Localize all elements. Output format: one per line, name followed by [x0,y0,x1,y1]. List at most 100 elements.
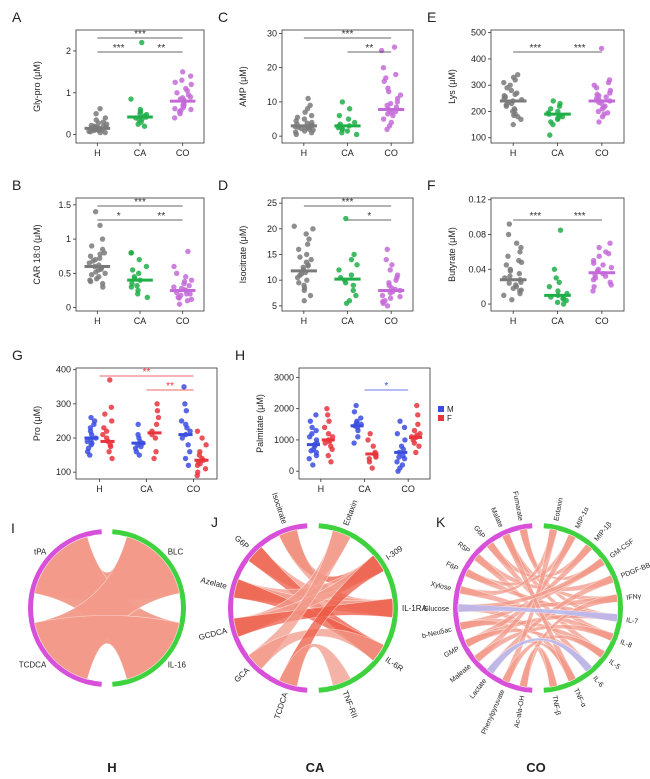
data-point [346,298,353,304]
data-point [388,119,395,126]
data-point [107,443,114,450]
data-point [95,120,102,126]
data-point [296,280,302,286]
data-point [603,94,609,100]
data-point [183,407,190,414]
data-point [298,271,305,277]
data-point [143,263,150,270]
data-point [185,462,192,469]
panel-g: G 100 200 300 400 Pro (μM) H CA CO ** ** [12,347,218,494]
data-point [351,409,358,415]
chord-label: TNF-α [572,687,587,708]
data-point [509,297,515,303]
data-point [154,401,160,407]
y-tick-label: 1 [66,88,71,98]
data-point [354,262,360,268]
chord-title-h: H [107,760,117,775]
data-point [379,292,386,299]
data-point [358,415,364,421]
chord-ribbon [473,624,615,663]
chord-label: IL-5 [607,658,621,671]
data-point [510,74,517,81]
legend-swatch [438,415,444,421]
data-point [135,421,141,428]
data-point [608,282,614,288]
data-point [346,106,353,112]
chord-label: Maleate [449,663,473,684]
data-point [351,251,357,258]
data-point [590,288,596,294]
data-point [306,455,312,462]
data-point [370,443,376,449]
data-point [97,129,104,136]
y-tick-label: 2 [66,46,71,56]
data-point [199,435,205,441]
data-point [344,128,351,134]
data-point [596,119,602,125]
x-tick-label: CA [134,148,147,158]
x-tick-label: CA [551,148,564,158]
y-tick-label: 200 [56,433,71,443]
x-tick-label: H [510,316,517,326]
data-point [518,287,524,293]
chord-label: Lactate [469,678,488,701]
chord-label: TCDCA [19,661,47,670]
y-tick-label: 2000 [274,404,294,414]
data-point [184,291,190,297]
data-point [202,466,209,472]
data-point [394,430,401,437]
y-tick-label: 100 [56,467,71,477]
significance-label: ** [157,43,165,54]
data-point [384,303,391,309]
x-tick-label: H [510,148,517,158]
data-point [89,440,95,446]
data-point [387,100,394,107]
y-tick-label: 0 [66,130,71,140]
data-point [348,272,355,278]
x-tick-label: CO [595,316,609,326]
data-point [365,437,371,443]
data-point [510,121,516,128]
data-point [96,274,102,280]
data-point [505,231,512,238]
data-point [398,443,405,449]
data-point [128,96,134,102]
data-point [366,455,372,462]
y-tick-label: 1.5 [58,200,71,210]
data-point [596,253,602,259]
data-point [553,275,559,281]
chord-label: BLC [168,547,184,556]
data-point [512,282,519,288]
data-point [411,427,418,434]
chord-label: I-309 [384,544,405,562]
y-axis-label: Gly-pro (μM) [32,61,42,112]
data-point [185,92,192,98]
y-axis-label: Palmitate (μM) [255,394,265,453]
chord-label: F6P [445,561,460,573]
data-point [176,295,182,301]
data-point [102,115,109,121]
data-point [100,119,106,125]
data-point [386,280,392,286]
data-point [415,421,421,427]
data-point [598,45,605,52]
data-point [414,402,420,409]
data-point [187,73,194,79]
x-tick-label: H [318,484,325,494]
data-point [93,111,99,117]
data-point [324,412,331,418]
data-point [135,121,141,127]
data-point [103,435,110,441]
chord-label: TNF-RII [341,690,360,720]
legend-label: F [447,414,452,423]
data-point [172,105,178,112]
data-point [513,240,520,246]
data-point [353,420,360,426]
x-tick-label: H [301,148,308,158]
x-tick-label: CA [358,484,371,494]
panel-letter: F [427,177,436,193]
chord-label: GCA [232,665,251,684]
data-point [184,425,190,431]
data-point [595,108,602,115]
